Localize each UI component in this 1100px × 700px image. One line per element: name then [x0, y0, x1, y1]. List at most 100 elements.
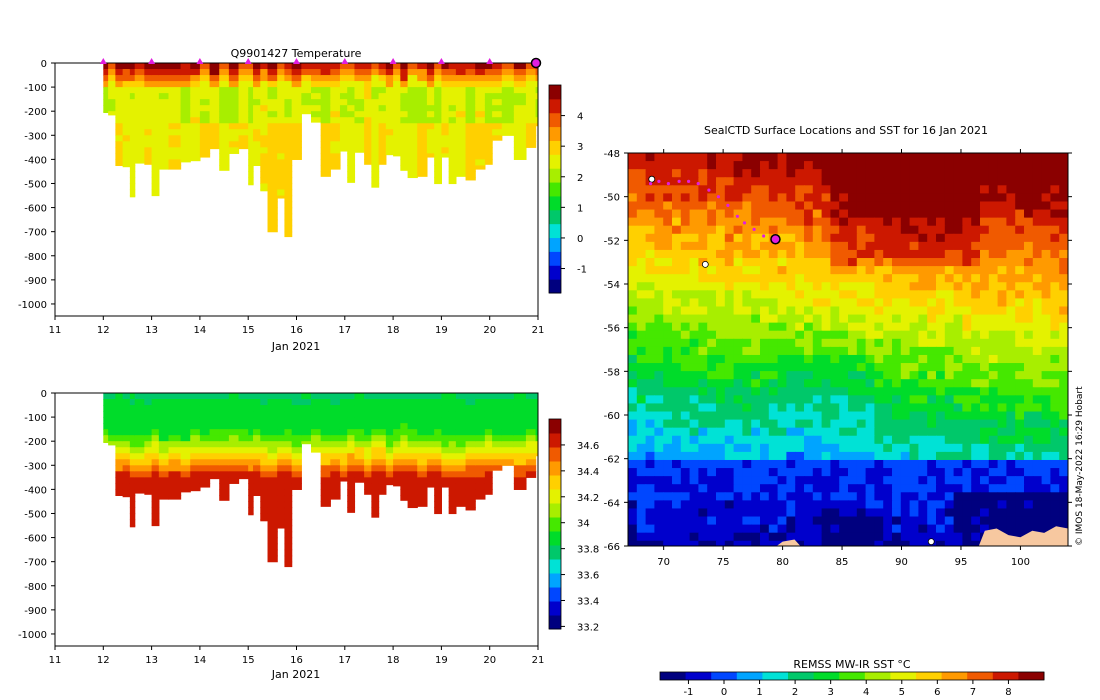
sst-cell: [680, 540, 691, 546]
profile-cell: [199, 123, 211, 130]
sst-cell: [680, 169, 691, 178]
profile-cell: [513, 453, 527, 460]
sst-cell: [707, 476, 717, 485]
profile-cell: [364, 405, 372, 412]
profile-cell: [407, 471, 418, 478]
profile-cell: [513, 423, 527, 430]
sst-cell: [663, 322, 673, 332]
sst-cell: [663, 371, 673, 380]
sst-cell: [944, 330, 955, 340]
sst-cell: [716, 314, 726, 324]
profile-cell: [122, 465, 131, 472]
sst-cell: [883, 225, 893, 235]
sst-cell: [628, 516, 638, 526]
profile-cell: [417, 447, 428, 454]
profile-cell: [393, 129, 401, 136]
profile-cell: [385, 141, 394, 148]
sst-cell: [636, 346, 647, 356]
profile-cell: [347, 411, 356, 418]
profile-cell: [347, 75, 356, 82]
sst-cell: [848, 201, 858, 211]
sst-cell: [1024, 274, 1034, 283]
sst-cell: [645, 217, 655, 227]
sst-cell: [944, 468, 955, 477]
sst-cell: [883, 379, 893, 388]
profile-cell: [219, 135, 230, 142]
profile-cell: [320, 171, 331, 177]
sst-cell: [795, 451, 805, 461]
sst-cell: [812, 484, 823, 493]
sst-cell: [689, 225, 699, 235]
profile-cell: [535, 453, 538, 457]
sst-cell: [812, 411, 823, 421]
sst-cell: [1032, 516, 1043, 526]
profile-cell: [144, 135, 153, 142]
sst-cell: [672, 258, 682, 267]
profile-cell: [339, 117, 348, 124]
profile-cell: [417, 159, 428, 166]
profile-cell: [393, 459, 401, 466]
profile-cell: [448, 441, 457, 448]
sst-cell: [874, 459, 884, 469]
sst-cell: [971, 266, 981, 275]
sst-cell: [1041, 443, 1051, 453]
profile-cell: [199, 117, 211, 124]
sst-cell: [733, 540, 743, 546]
sst-cell: [724, 435, 735, 445]
sst-cell: [883, 314, 893, 324]
sst-cell: [953, 306, 963, 316]
profile-cell: [513, 441, 527, 448]
sst-cell: [944, 298, 955, 308]
sst-cell: [724, 306, 735, 316]
sst-cell: [716, 201, 726, 211]
sst-cell: [883, 524, 893, 534]
sst-cell: [1041, 241, 1051, 251]
profile-cell: [400, 123, 409, 130]
sst-cell: [874, 468, 884, 477]
profile-cell: [354, 459, 365, 466]
sst-cell: [900, 411, 911, 421]
sst-cell: [900, 249, 911, 259]
sst-cell: [1068, 161, 1077, 170]
sst-cell: [988, 468, 999, 477]
sst-cell: [1041, 379, 1051, 388]
profile-cell: [354, 411, 365, 418]
profile-cell: [301, 393, 312, 400]
sst-cell: [733, 371, 743, 380]
sst-cell: [988, 427, 999, 437]
sst-cell: [654, 403, 664, 413]
sst-cell: [997, 371, 1007, 380]
sst-cell: [804, 387, 814, 396]
profile-cell: [115, 159, 124, 166]
profile-cell: [455, 81, 467, 88]
sst-cell: [707, 322, 717, 332]
sst-cell: [751, 435, 761, 445]
sst-cell: [962, 419, 972, 429]
sst-cell: [698, 354, 708, 364]
sst-cell: [830, 322, 840, 332]
profile-cell: [347, 159, 356, 166]
profile-cell: [190, 123, 201, 130]
sst-cell: [751, 330, 761, 340]
profile-cell: [248, 507, 254, 515]
profile-cell: [129, 165, 136, 173]
profile-cell: [378, 447, 387, 454]
profile-cell: [129, 129, 136, 136]
sst-cell: [865, 338, 875, 348]
profile-cell: [108, 105, 116, 112]
profile-cell: [513, 477, 527, 484]
sst-cell: [1006, 330, 1016, 340]
profile-cell: [103, 405, 109, 412]
sst-cell: [777, 306, 787, 316]
sst-cell: [856, 443, 867, 453]
profile-cell: [378, 399, 387, 406]
sst-cell: [680, 468, 691, 477]
profile-cell: [129, 519, 136, 527]
sst-cell: [680, 443, 691, 453]
sst-cell: [636, 193, 647, 203]
sst-cell: [636, 427, 647, 437]
sst-cell: [892, 161, 902, 170]
sst-cell: [1041, 363, 1051, 372]
profile-cell: [267, 183, 278, 191]
profile-cell: [330, 159, 341, 166]
